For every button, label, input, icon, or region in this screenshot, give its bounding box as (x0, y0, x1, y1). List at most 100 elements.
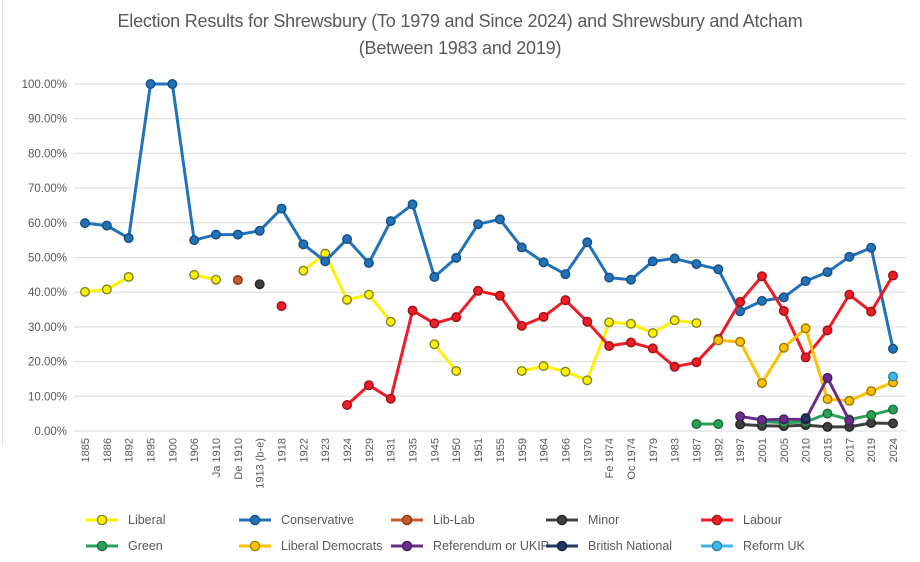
data-point (713, 264, 724, 275)
x-axis-tick-label: 1987 (691, 438, 703, 462)
legend-marker-icon (546, 540, 578, 552)
x-axis-tick-label: 1950 (451, 438, 463, 462)
data-point (888, 418, 899, 429)
data-point (560, 295, 571, 306)
x-axis-labels: 1885 1886 1892 1895 1900 1906 Ja 1910 De 1910 19… (80, 438, 900, 489)
y-axis-tick-label: 40.00% (28, 287, 67, 299)
legend-label: Reform UK (743, 539, 805, 553)
data-point (79, 286, 90, 297)
legend-marker-icon (239, 540, 271, 552)
data-point (582, 237, 593, 248)
data-point (866, 242, 877, 253)
legend-label: Labour (743, 513, 782, 527)
data-point (625, 274, 636, 285)
x-axis-tick-label: 1979 (648, 438, 660, 462)
x-axis-tick-label: 2005 (779, 438, 791, 462)
data-point (407, 305, 418, 316)
data-point (451, 365, 462, 376)
data-point (888, 404, 899, 415)
data-point (756, 414, 767, 425)
data-point (473, 219, 484, 230)
y-axis-labels: 100.00% 90.00% 80.00% 70.00% 60.00% 50.00% 40.… (22, 79, 67, 438)
x-axis-tick-label: 1964 (539, 438, 551, 462)
legend-marker-icon (86, 514, 118, 526)
legend-item-minor: Minor (545, 512, 619, 528)
data-point (385, 216, 396, 227)
data-point (516, 242, 527, 253)
legend-item-green: Green (85, 538, 163, 554)
x-axis-tick-label: 2010 (801, 438, 813, 462)
data-point (385, 316, 396, 327)
legend-item-lib-lab: Lib-Lab (390, 512, 475, 528)
data-point (669, 361, 680, 372)
data-point (713, 335, 724, 346)
data-point (735, 296, 746, 307)
data-point (79, 218, 90, 229)
x-axis-tick-label: Oc 1974 (626, 438, 638, 480)
legend-label: Referendum or UKIP (433, 539, 550, 553)
x-axis-tick-label: 1886 (102, 438, 114, 462)
data-point (429, 318, 440, 329)
x-axis-tick-label: Fe 1974 (604, 438, 616, 478)
x-axis-tick-label: 2001 (757, 438, 769, 462)
data-point (888, 270, 899, 281)
data-point (276, 203, 287, 214)
x-axis-tick-label: 1970 (582, 438, 594, 462)
data-point (604, 340, 615, 351)
chart-title: Election Results for Shrewsbury (To 1979… (117, 11, 803, 58)
data-point (254, 225, 265, 236)
y-axis-tick-label: 70.00% (28, 183, 67, 195)
x-axis-tick-label: 1924 (342, 438, 354, 462)
data-point (647, 343, 658, 354)
data-point (822, 267, 833, 278)
data-point (778, 414, 789, 425)
data-point (385, 393, 396, 404)
data-point (778, 342, 789, 353)
data-point (363, 289, 374, 300)
x-axis-tick-label: 1945 (429, 438, 441, 462)
data-point (473, 285, 484, 296)
data-point (822, 421, 833, 432)
data-point (167, 78, 178, 89)
data-point (538, 311, 549, 322)
legend-item-referendum-or-ukip: Referendum or UKIP (390, 538, 549, 554)
data-point (320, 256, 331, 267)
x-axis-tick-label: 1923 (320, 438, 332, 462)
data-point (342, 234, 353, 245)
data-point (451, 312, 462, 323)
legend-item-british-national: British National (545, 538, 672, 554)
data-point (298, 239, 309, 250)
x-axis-tick-label: 1959 (517, 438, 529, 462)
legend-label: Green (128, 539, 163, 553)
data-point (342, 294, 353, 305)
data-point (691, 357, 702, 368)
data-point (691, 318, 702, 329)
data-point (254, 279, 265, 290)
x-axis-tick-label: 1885 (80, 438, 92, 462)
data-point (800, 276, 811, 287)
x-axis-tick-label: 1983 (670, 438, 682, 462)
x-axis-tick-label: 1922 (298, 438, 310, 462)
legend-marker-icon (86, 540, 118, 552)
legend-label: British National (588, 539, 673, 553)
legend-marker-icon (391, 540, 423, 552)
y-axis-tick-label: 50.00% (28, 253, 67, 265)
y-axis-tick-label: 0.00% (34, 426, 67, 438)
y-axis-tick-label: 60.00% (28, 218, 67, 230)
data-point (145, 78, 156, 89)
data-point (778, 305, 789, 316)
data-point (625, 318, 636, 329)
data-point (844, 251, 855, 262)
data-point (691, 419, 702, 430)
data-point (363, 380, 374, 391)
data-point (713, 419, 724, 430)
legend-label: Minor (588, 513, 620, 527)
data-point (189, 235, 200, 246)
data-point (866, 410, 877, 421)
data-point (211, 274, 222, 285)
legend-item-liberal-democrats: Liberal Democrats (238, 538, 382, 554)
data-point (888, 371, 899, 382)
y-axis-tick-label: 30.00% (28, 322, 67, 334)
